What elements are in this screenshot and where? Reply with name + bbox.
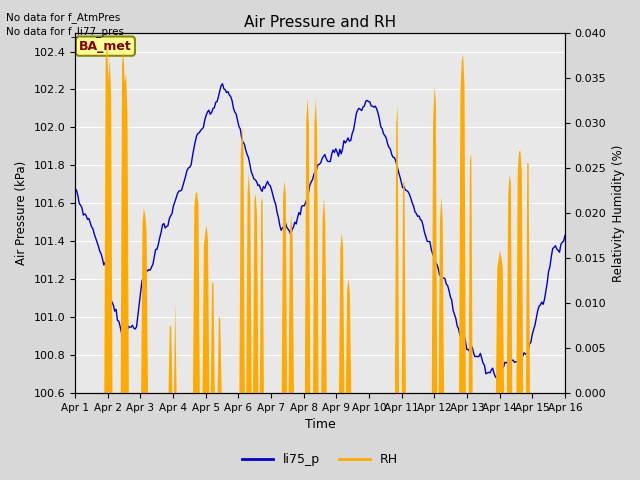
X-axis label: Time: Time — [305, 419, 335, 432]
Text: No data for f_AtmPres: No data for f_AtmPres — [6, 12, 121, 23]
Title: Air Pressure and RH: Air Pressure and RH — [244, 15, 396, 30]
Y-axis label: Air Pressure (kPa): Air Pressure (kPa) — [15, 161, 28, 265]
Text: No data for f_li77_pres: No data for f_li77_pres — [6, 26, 124, 37]
Legend: li75_p, RH: li75_p, RH — [237, 448, 403, 471]
Y-axis label: Relativity Humidity (%): Relativity Humidity (%) — [612, 144, 625, 282]
Text: BA_met: BA_met — [79, 40, 132, 53]
